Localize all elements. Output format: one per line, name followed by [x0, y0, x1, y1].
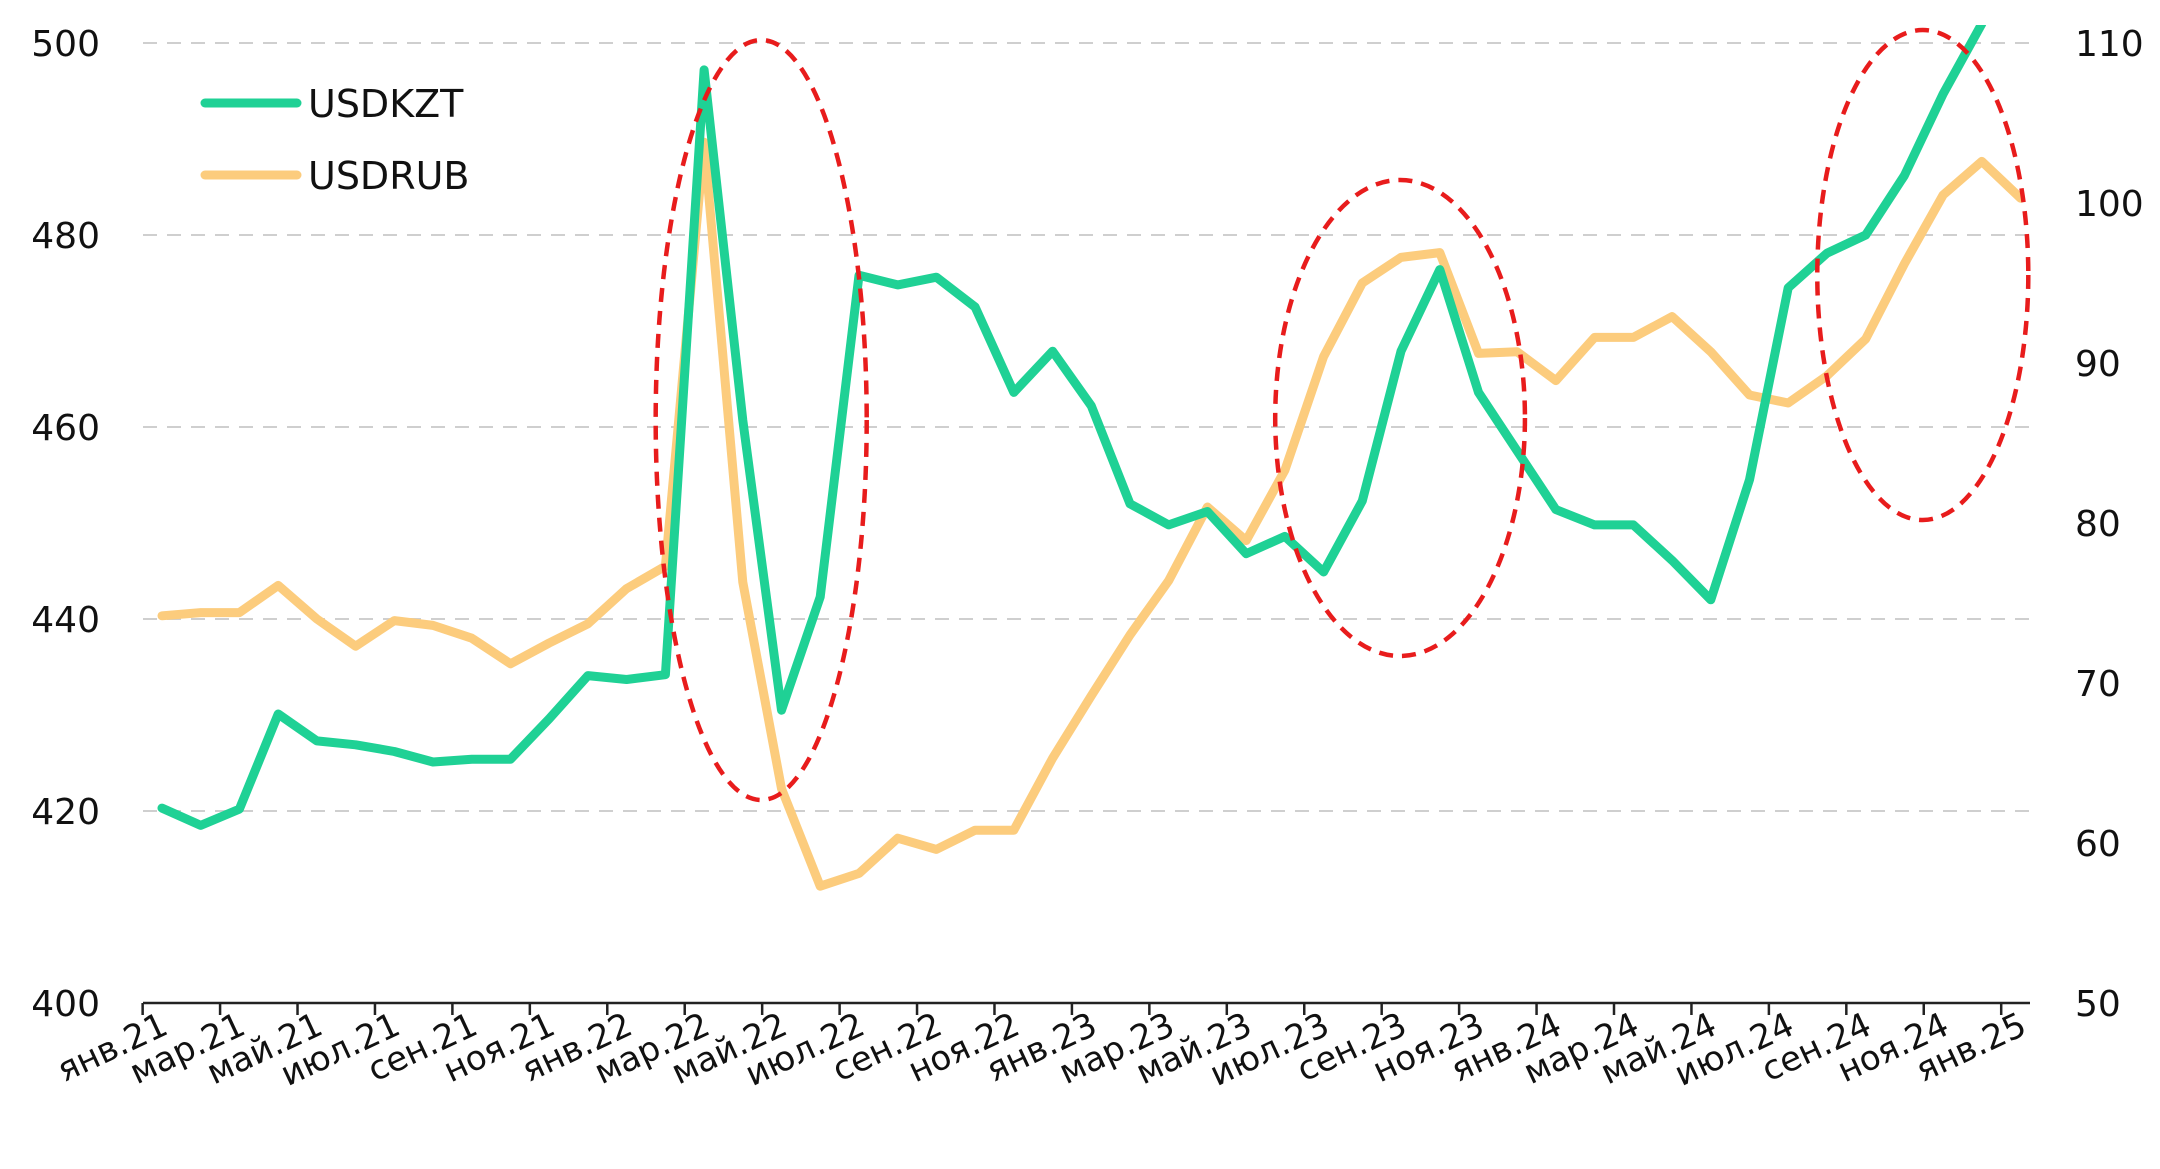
highlight-ellipse — [1272, 177, 1528, 659]
right-tick-label: 50 — [2075, 984, 2121, 1025]
series-lines — [157, 25, 2026, 891]
right-tick-label: 90 — [2075, 344, 2121, 385]
right-tick-label: 110 — [2075, 24, 2144, 65]
left-tick-label: 460 — [31, 408, 100, 449]
right-tick-label: 70 — [2075, 664, 2121, 705]
right-tick-label: 80 — [2075, 504, 2121, 545]
right-tick-label: 60 — [2075, 824, 2121, 865]
gridlines — [143, 42, 2030, 812]
left-tick-label: 420 — [31, 792, 100, 833]
legend-label-usdrub: USDRUB — [308, 154, 469, 198]
right-axis-ticks: 50 60 70 80 90 100 110 — [2075, 24, 2144, 1025]
highlight-ellipse — [653, 37, 869, 803]
left-tick-label: 440 — [31, 600, 100, 641]
series-line-usdkzt — [157, 25, 1987, 830]
series-line-usdrub — [157, 137, 2026, 891]
left-tick-label: 400 — [31, 984, 100, 1025]
annotations — [653, 27, 2031, 803]
legend: USDKZT USDRUB — [200, 82, 469, 198]
x-axis: янв.21мар.21май.21июл.21сен.21ноя.21янв.… — [51, 1001, 2032, 1095]
legend-label-usdkzt: USDKZT — [308, 82, 464, 126]
highlight-ellipse — [1815, 27, 2031, 523]
right-tick-label: 100 — [2075, 184, 2144, 225]
left-tick-label: 480 — [31, 216, 100, 257]
left-tick-label: 500 — [31, 24, 100, 65]
left-axis-ticks: 400 420 440 460 480 500 — [31, 24, 100, 1025]
